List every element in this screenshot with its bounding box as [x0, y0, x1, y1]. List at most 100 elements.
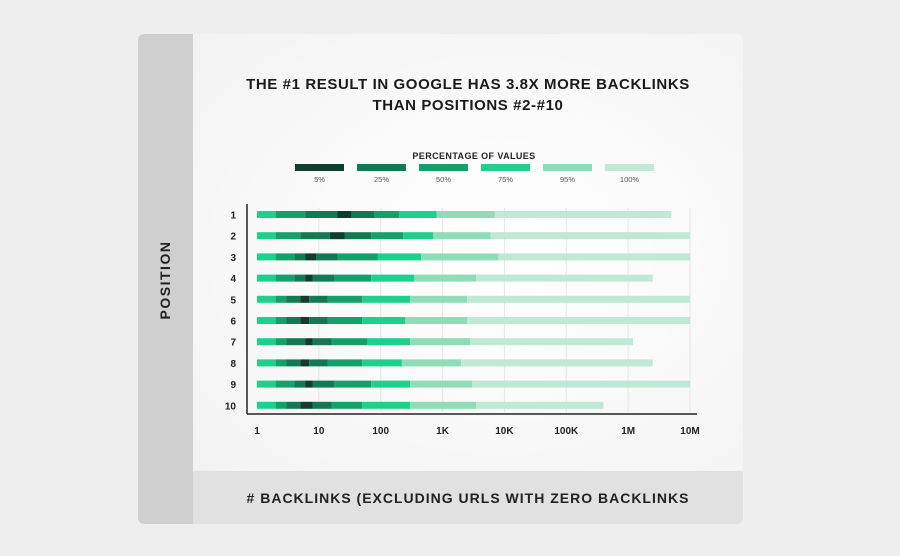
bar-segment	[257, 232, 276, 240]
bar-segment	[476, 274, 653, 282]
bar-row-2	[257, 232, 690, 240]
bar-row-5	[257, 295, 690, 303]
bar-segment	[467, 317, 690, 324]
legend-swatch	[605, 164, 654, 171]
bar-segment	[334, 274, 372, 282]
chart-title-line-1: THE #1 RESULT IN GOOGLE HAS 3.8X MORE BA…	[246, 76, 690, 93]
bar-segment	[286, 359, 301, 367]
bar-segment	[286, 338, 306, 346]
bar-segment	[414, 274, 477, 282]
bar-segment	[472, 380, 690, 388]
bar-segment	[327, 317, 363, 324]
bar-segment	[286, 401, 301, 409]
bar-segment	[371, 232, 404, 240]
bar-segment	[312, 274, 335, 282]
bar-segment	[362, 295, 411, 303]
bar-row-1	[257, 211, 672, 218]
bar-segment	[405, 317, 468, 324]
bar-segment	[399, 211, 437, 218]
bar-segment	[294, 253, 306, 261]
y-tick-label: 1	[230, 211, 236, 222]
bar-segment	[461, 359, 653, 367]
bar-segment	[490, 232, 690, 240]
bar-segment	[366, 338, 411, 346]
bar-segment	[305, 253, 317, 261]
legend-item: 95%	[543, 164, 592, 184]
bar-segment	[294, 274, 306, 282]
x-tick-label: 100	[372, 426, 389, 437]
bar-segment	[275, 338, 287, 346]
legend-label: 50%	[436, 175, 451, 184]
x-tick-label: 1K	[436, 426, 450, 437]
bar-segment	[410, 380, 473, 388]
bar-segment	[275, 401, 287, 409]
bar-segment	[351, 211, 375, 218]
bar-segment	[344, 232, 372, 240]
legend-item: 50%	[419, 164, 468, 184]
legend-swatch	[419, 164, 468, 171]
x-tick-label: 1	[254, 426, 260, 437]
bar-segment	[401, 359, 462, 367]
bar-segment	[467, 295, 690, 303]
bar-segment	[371, 380, 411, 388]
x-tick-label: 10	[313, 426, 325, 437]
legend-swatch	[295, 164, 344, 171]
bar-segment	[329, 232, 345, 240]
legend-swatch	[481, 164, 530, 171]
bar-segment	[327, 359, 363, 367]
chart-title: THE #1 RESULT IN GOOGLE HAS 3.8X MORE BA…	[193, 74, 743, 116]
bar-segment	[305, 338, 313, 346]
bar-segment	[275, 274, 295, 282]
y-tick-label: 5	[230, 295, 236, 306]
legend-item: 25%	[357, 164, 406, 184]
bar-row-9	[257, 380, 690, 388]
bar-segment	[275, 253, 295, 261]
bar-segment	[362, 401, 411, 409]
bar-segment	[300, 359, 310, 367]
bar-segment	[257, 274, 276, 282]
y-tick-label: 4	[230, 274, 236, 285]
legend-label: 95%	[560, 175, 575, 184]
x-axis-band	[193, 471, 743, 524]
legend-label: 5%	[314, 175, 325, 184]
legend-swatch	[543, 164, 592, 171]
x-tick-label: 1M	[621, 426, 635, 437]
bar-segment	[257, 380, 276, 388]
bar-segment	[257, 401, 276, 409]
bar-segment	[309, 295, 328, 303]
bar-segment	[432, 232, 491, 240]
bar-segment	[300, 317, 310, 324]
y-tick-label: 6	[230, 317, 236, 328]
bar-row-10	[257, 401, 604, 409]
legend-title: PERCENTAGE OF VALUES	[412, 151, 535, 161]
bar-segment	[305, 211, 338, 218]
y-tick-label: 3	[230, 253, 236, 264]
bar-segment	[331, 401, 363, 409]
bar-segment	[476, 401, 604, 409]
bar-segment	[275, 317, 287, 324]
bar-segment	[275, 295, 287, 303]
bar-segment	[257, 359, 276, 367]
bar-segment	[257, 338, 276, 346]
bar-segment	[362, 317, 406, 324]
legend-label: 25%	[374, 175, 389, 184]
x-tick-label: 10K	[495, 426, 514, 437]
bar-row-4	[257, 274, 653, 282]
bar-segment	[309, 359, 328, 367]
bar-segment	[436, 211, 495, 218]
bar-segment	[257, 317, 276, 324]
bar-row-6	[257, 317, 690, 324]
bar-segment	[286, 317, 301, 324]
legend-swatch	[357, 164, 406, 171]
bar-segment	[305, 274, 313, 282]
bar-segment	[312, 401, 332, 409]
legend-item: 5%	[295, 164, 344, 184]
bar-segment	[498, 253, 690, 261]
bar-row-3	[257, 253, 690, 261]
y-axis-band	[138, 34, 193, 524]
bar-segment	[410, 338, 471, 346]
bar-segment	[470, 338, 634, 346]
bar-segment	[257, 211, 276, 218]
y-tick-label: 8	[230, 359, 236, 370]
